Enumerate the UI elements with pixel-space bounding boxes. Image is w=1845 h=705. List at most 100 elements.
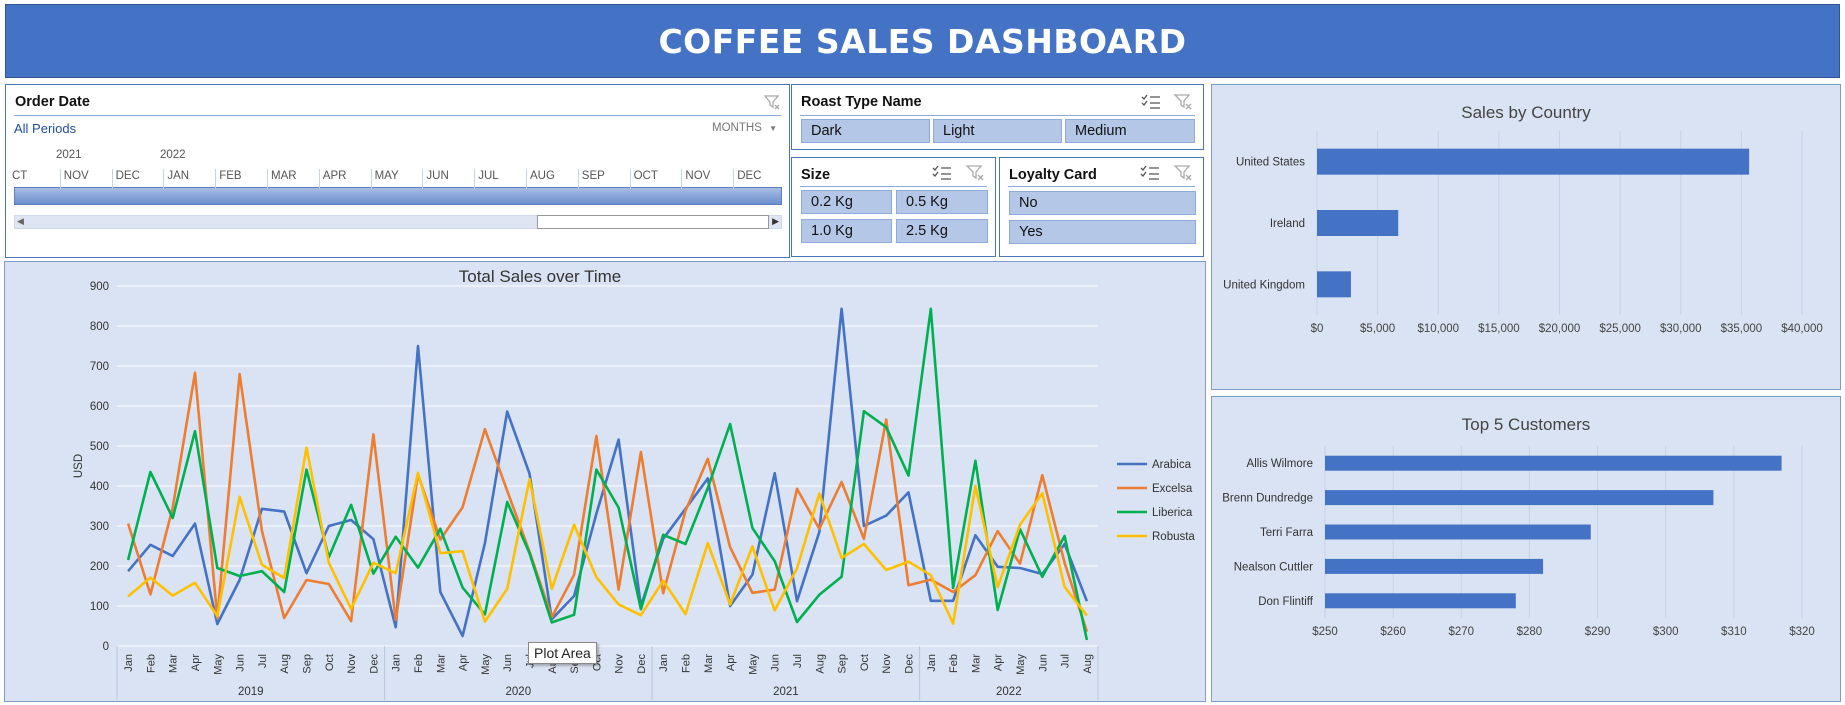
x-tick-label: May: [480, 654, 492, 675]
clear-filter-icon[interactable]: [1173, 93, 1193, 111]
multi-select-icon[interactable]: [932, 164, 952, 182]
time-level-dropdown[interactable]: MONTHS ▼: [712, 122, 777, 134]
x-tick-label: $30,000: [1660, 323, 1702, 335]
year-label: 2022: [160, 149, 186, 161]
multi-select-icon[interactable]: [1141, 93, 1161, 111]
x-tick-label: Jan: [926, 654, 938, 672]
sales-by-country-chart[interactable]: Sales by Country $0 $5,000 $10,000 $15,000 $2…: [1211, 84, 1841, 390]
order-date-timeline[interactable]: Order Date All Periods MONTHS ▼ 2021 202…: [5, 84, 790, 258]
title-divider: [1008, 186, 1195, 187]
scroll-left-icon[interactable]: ◀: [17, 216, 24, 226]
timeline-scrollbar[interactable]: ◀ ▶: [14, 215, 782, 229]
timeline-month-label[interactable]: JUL: [478, 170, 499, 182]
x-tick-label: $320: [1789, 626, 1815, 638]
title-divider: [800, 115, 1195, 116]
timeline-month-label[interactable]: MAY: [374, 170, 399, 182]
roast-type-slicer[interactable]: Roast Type Name Dark Light Medium: [791, 84, 1204, 150]
clear-filter-icon[interactable]: [1173, 164, 1193, 182]
timeline-tick: [526, 169, 527, 189]
x-tick-label: Jan: [123, 654, 135, 672]
timeline-month-label[interactable]: NOV: [685, 170, 711, 182]
timeline-month-label[interactable]: NOV: [63, 170, 89, 182]
line-chart-svg: Total Sales over Time 0 100 200 300 400 500 600…: [73, 267, 1195, 700]
roast-option-medium[interactable]: Medium: [1065, 119, 1195, 143]
size-option-0-2kg[interactable]: 0.2 Kg: [801, 190, 892, 214]
size-option-1-0kg[interactable]: 1.0 Kg: [801, 219, 892, 243]
country-bar-svg: Sales by Country $0 $5,000 $10,000 $15,000 $2…: [1223, 103, 1823, 335]
category-label: Nealson Cuttler: [1234, 561, 1313, 573]
roast-option-dark[interactable]: Dark: [801, 119, 930, 143]
clear-filter-icon[interactable]: [763, 93, 781, 111]
bar: [1317, 271, 1351, 298]
loyalty-option-no[interactable]: No: [1009, 191, 1196, 215]
timeline-tick: [474, 169, 476, 189]
x-tick-label: Jun: [770, 654, 782, 672]
year-group-label: 2021: [773, 686, 799, 698]
category-label: United Kingdom: [1223, 279, 1305, 291]
legend-label: Excelsa: [1152, 483, 1193, 495]
customers-bar-svg: Top 5 Customers $250 $260 $270 $280 $290 $300 $…: [1222, 415, 1815, 638]
timeline-month-label[interactable]: AUG: [530, 170, 555, 182]
timeline-tick: [681, 169, 683, 189]
loyalty-option-yes[interactable]: Yes: [1009, 220, 1196, 244]
chart-title: Total Sales over Time: [459, 267, 622, 286]
x-tick-label: Jul: [257, 654, 269, 668]
x-tick-label: $0: [1311, 323, 1324, 335]
x-tick-label: May: [212, 654, 224, 675]
time-level-label: MONTHS: [712, 122, 762, 134]
x-tick-label: Mar: [435, 654, 447, 673]
clear-filter-icon[interactable]: [965, 164, 985, 182]
timeline-month-label[interactable]: JUN: [426, 170, 449, 182]
bar: [1317, 210, 1399, 236]
timeline-month-label[interactable]: JAN: [167, 170, 190, 182]
timeline-month-label[interactable]: OCT: [633, 170, 658, 182]
x-tick-label: Jul: [1060, 654, 1072, 668]
size-slicer[interactable]: Size 0.2 Kg 0.5 Kg 1.0 Kg 2.5 Kg: [791, 157, 996, 257]
multi-select-icon[interactable]: [1140, 164, 1160, 182]
timeline-month-label[interactable]: APR: [322, 170, 347, 182]
total-sales-chart[interactable]: Total Sales over Time 0 100 200 300 400 500 600…: [4, 261, 1206, 702]
y-tick-label: 200: [90, 561, 109, 573]
timeline-tick: [111, 169, 113, 189]
roast-option-light[interactable]: Light: [933, 119, 1062, 143]
series-line-liberica: [126, 307, 1089, 641]
scroll-thumb[interactable]: [537, 215, 769, 229]
y-axis-label: USD: [73, 454, 85, 478]
category-label: United States: [1236, 157, 1305, 169]
loyalty-card-slicer[interactable]: Loyalty Card No Yes: [999, 157, 1204, 257]
x-tick-label: $5,000: [1360, 323, 1395, 335]
x-tick-label: $300: [1653, 626, 1679, 638]
title-divider: [800, 186, 987, 187]
y-tick-label: 0: [103, 641, 109, 653]
top-customers-chart[interactable]: Top 5 Customers $250 $260 $270 $280 $290 $300 $…: [1211, 396, 1841, 702]
legend-label: Robusta: [1152, 531, 1195, 543]
x-tick-label: Aug: [814, 654, 826, 674]
y-tick-label: 300: [90, 521, 109, 533]
x-tick-label: Mar: [970, 654, 982, 673]
timeline-month-label[interactable]: DEC: [115, 170, 140, 182]
size-option-0-5kg[interactable]: 0.5 Kg: [896, 190, 988, 214]
x-tick-label: Mar: [168, 654, 180, 673]
timeline-month-label[interactable]: FEB: [219, 170, 242, 182]
timeline-month-label[interactable]: SEP: [581, 170, 605, 182]
timeline-month-label[interactable]: MAR: [271, 170, 297, 182]
x-tick-label: Apr: [190, 654, 202, 671]
x-tick-label: $10,000: [1417, 323, 1459, 335]
x-tick-label: Dec: [368, 654, 380, 674]
timeline-month-label[interactable]: DEC: [737, 170, 762, 182]
timeline-bar[interactable]: [14, 187, 782, 205]
timeline-tick: [267, 169, 268, 189]
bar: [1325, 490, 1714, 506]
x-tick-label: $280: [1517, 626, 1543, 638]
y-tick-label: 900: [90, 281, 109, 293]
size-option-2-5kg[interactable]: 2.5 Kg: [896, 219, 988, 243]
y-tick-label: 500: [90, 441, 109, 453]
timeline-month-label[interactable]: CT: [12, 170, 28, 182]
x-tick-label: Apr: [993, 654, 1005, 671]
scroll-right-icon[interactable]: ▶: [772, 216, 779, 226]
timeline-tick: [629, 169, 631, 189]
roast-type-title: Roast Type Name: [801, 94, 922, 110]
x-tick-label: Feb: [413, 654, 425, 673]
x-tick-label: Nov: [346, 654, 358, 674]
chevron-down-icon: ▼: [769, 124, 777, 133]
